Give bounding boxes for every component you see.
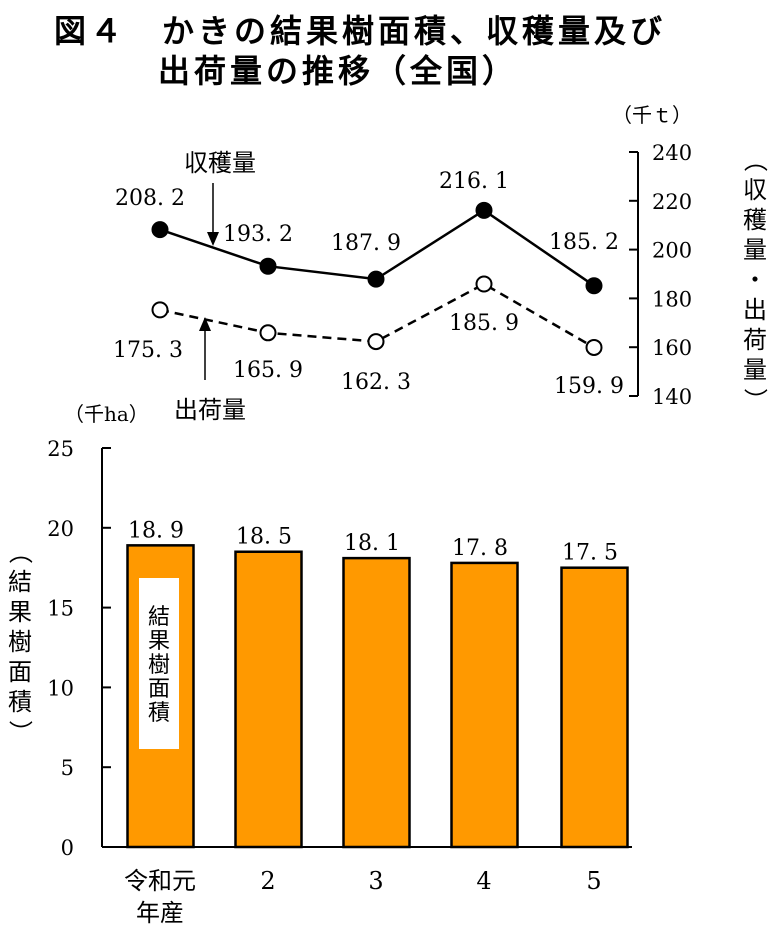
bar-y-tick-label: 0 [61,836,74,860]
bar-y-axis-title-char: 結 [8,568,32,596]
bar-y-tick-label: 10 [47,676,74,700]
line-y-axis-title-char: 量 [743,356,767,384]
harvest-point [367,270,385,288]
x-category-label: 4 [476,867,491,895]
x-category-label: 年産 [136,899,184,927]
bar-y-tick-label: 15 [47,597,74,621]
bar-y-tick-label: 5 [61,756,74,780]
bar-y-axis-title-char: 積 [8,688,32,716]
line-y-axis-title-char: 穫 [743,206,767,234]
shipment-data-label: 165. 9 [233,358,303,383]
shipment-callout-label: 出荷量 [174,396,246,424]
bar [342,556,411,849]
bar-y-tick-label: 25 [47,437,74,461]
shipment-data-label: 185. 9 [449,311,519,336]
bar-y-axis-title-char: （ [6,540,34,564]
chart-title-line1: 図４ かきの結果樹面積、収穫量及び [54,12,667,50]
line-y-axis-title-char: 出 [743,296,767,324]
bar-data-label: 18. 9 [128,518,184,543]
bar-series-label-box [139,578,179,749]
harvest-data-label: 208. 2 [115,186,185,211]
bar-series-label-char: 果 [148,629,170,654]
line-y-tick-label: 140 [652,385,692,409]
x-category-label: 令和元 [124,867,196,895]
shipment-data-label: 175. 3 [113,338,183,363]
line-y-axis-title-char: ・ [743,266,767,294]
bar [450,561,519,849]
bar-y-unit: （千ha） [64,402,149,426]
line-y-tick-label: 240 [652,141,692,165]
harvest-point [475,201,493,219]
bar-data-label: 17. 8 [452,536,508,561]
shipment-point [585,338,603,356]
shipment-data-label: 159. 9 [554,374,624,399]
line-y-tick-label: 160 [652,336,692,360]
bar-series-label-char: 樹 [148,653,170,678]
shipment-callout-arrowhead [199,317,211,331]
bar-y-axis-title-char: 面 [8,658,32,686]
chart-title-line2: 出荷量の推移（全国） [158,52,519,90]
harvest-data-label: 187. 9 [331,231,401,256]
line-y-axis-title-char: ） [741,388,769,412]
line-y-tick-label: 220 [652,190,692,214]
bar-data-label: 18. 5 [236,525,292,550]
x-category-label: 5 [586,867,601,895]
x-category-label: 2 [260,867,275,895]
shipment-point [259,324,277,342]
line-y-tick-label: 180 [652,287,692,311]
bar-y-tick-label: 20 [47,517,74,541]
shipment-data-label: 162. 3 [341,370,411,395]
harvest-point [585,277,603,295]
shipment-point [475,275,493,293]
line-y-axis-title-char: 荷 [743,326,767,354]
harvest-data-label: 185. 2 [549,230,619,255]
bar [560,566,629,849]
bar-y-axis-title-char: 樹 [8,628,32,656]
harvest-data-label: 216. 1 [439,169,509,194]
bar-series-label-char: 面 [148,677,170,702]
bar-series-label-char: 積 [148,701,170,726]
line-y-axis-title-char: 量 [743,236,767,264]
line-y-axis-title-char: 収 [743,176,767,204]
shipment-point [367,333,385,351]
harvest-callout-arrowhead [207,232,219,246]
bar-y-axis-title-char: ） [6,720,34,744]
line-y-unit: （千ｔ） [612,103,692,127]
bar-series-label-char: 結 [148,605,170,630]
x-category-label: 3 [368,867,383,895]
harvest-data-label: 193. 2 [223,222,293,247]
harvest-callout-label: 収穫量 [184,149,256,177]
harvest-point [259,257,277,275]
bar-data-label: 18. 1 [344,531,400,556]
harvest-point [151,221,169,239]
bar [234,550,303,849]
line-y-axis-title-char: （ [741,148,769,172]
line-y-tick-label: 200 [652,239,692,263]
bar-data-label: 17. 5 [562,541,618,566]
bar-y-axis-title-char: 果 [8,598,32,626]
shipment-point [151,301,169,319]
